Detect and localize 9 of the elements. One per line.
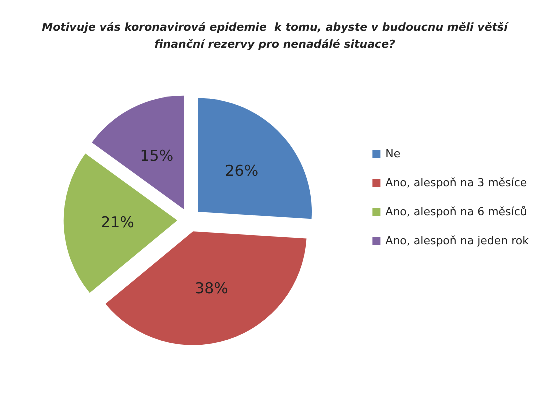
data-label: 21% — [101, 213, 134, 232]
chart-title: Motivuje vás koronavirová epidemie k tomu, abyste v budoucnu měli větší finanční rezervy pro nenadálé situace? — [42, 21, 510, 51]
data-label: 26% — [225, 162, 259, 180]
legend-label: Ano, alespoň na jeden rok — [386, 234, 530, 248]
data-label: 15% — [140, 147, 174, 166]
legend-label: Ano, alespoň na 3 měsíce — [386, 176, 528, 190]
data-label: 38% — [195, 280, 228, 298]
legend-label: Ne — [386, 148, 401, 160]
legend-label: Ano, alespoň na 6 měsíců — [386, 206, 528, 218]
